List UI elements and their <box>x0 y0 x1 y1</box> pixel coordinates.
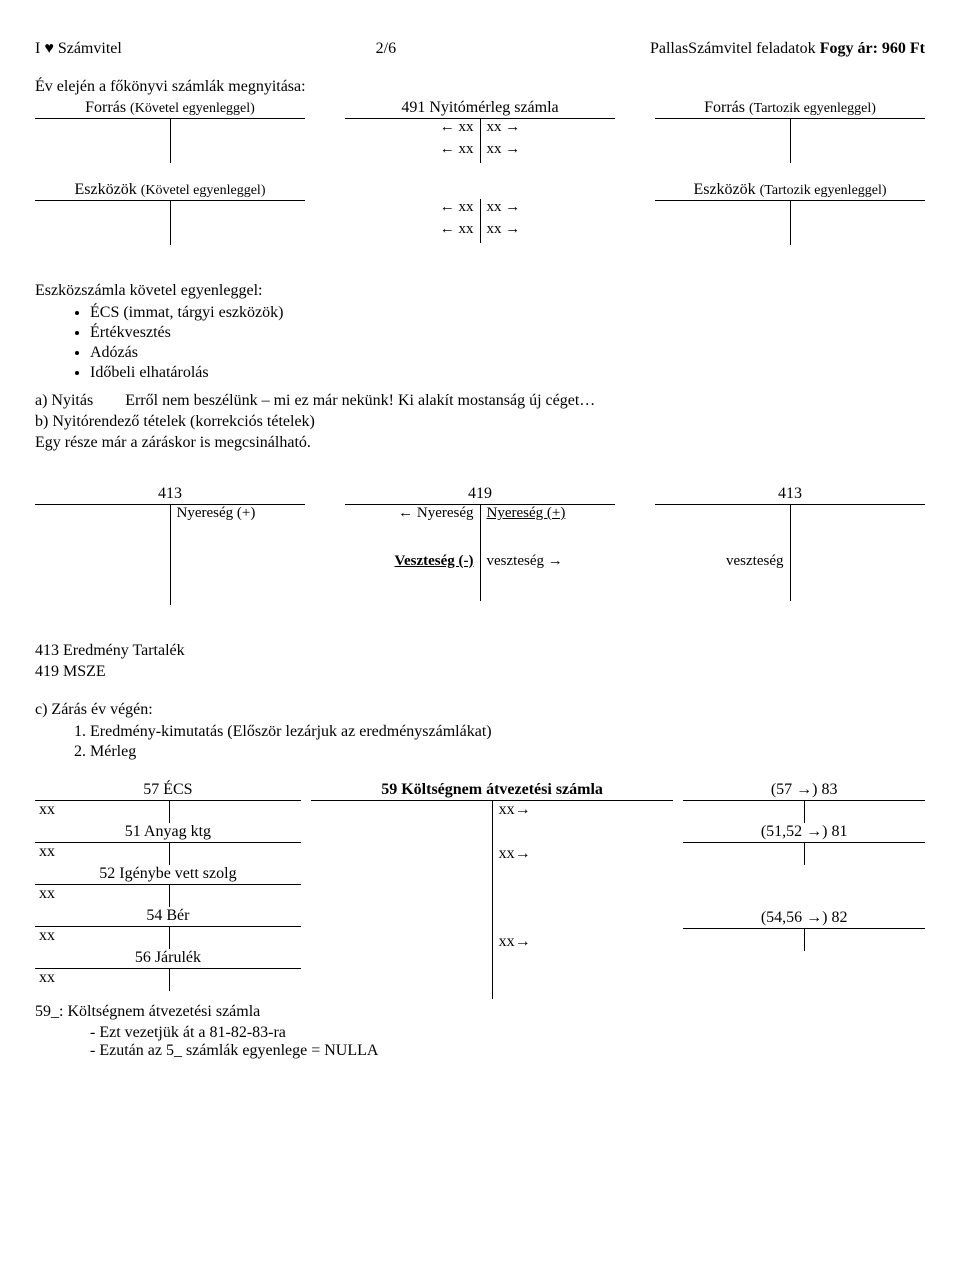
cell: xx → <box>481 141 616 163</box>
ordered-list: Eredmény-kimutatás (Először lezárjuk az … <box>35 723 925 761</box>
cell: xx <box>35 801 170 823</box>
header-right: PallasSzámvitel feladatok Fogy ár: 960 F… <box>650 40 925 58</box>
para-a-rest: Erről nem beszélünk – mi ez már nekünk! … <box>125 392 595 409</box>
cell: xx→ <box>493 845 674 867</box>
account-title: Eszközök (Tartozik egyenleggel) <box>693 181 886 198</box>
acct-title: (57 →) 83 <box>683 781 925 801</box>
acct-title: 57 ÉCS <box>35 781 301 801</box>
legend-413: 413 Eredmény Tartalék <box>35 642 925 660</box>
cell: xx → <box>481 199 616 221</box>
cost-accounts-layout: 57 ÉCS xx 51 Anyag ktg xx 52 Igénybe vet… <box>35 781 925 999</box>
para-c: c) Zárás év végén: <box>35 701 925 719</box>
cell: ← xx <box>345 141 481 163</box>
cell: xx <box>35 843 170 865</box>
list-item: ÉCS (immat, tárgyi eszközök) <box>90 304 925 322</box>
cell: veszteség → <box>481 553 616 575</box>
cell: Nyereség (+) <box>171 505 306 527</box>
accounts-413-419: 413 Nyereség (+) 419 ← Nyereség Nyereség … <box>35 485 925 605</box>
cell: Nyereség (+) <box>487 505 566 521</box>
list-item: Időbeli elhatárolás <box>90 364 925 382</box>
cell: xx <box>35 969 170 991</box>
cell: xx→ <box>493 933 674 955</box>
account-forras-kovetel: Forrás (Követel egyenleggel) <box>35 99 305 163</box>
account-mid-empty: ← xxxx → ← xxxx → <box>345 181 615 245</box>
accounts-row-2: Eszközök (Követel egyenleggel) ← xxxx → … <box>35 181 925 245</box>
para-a: a) Nyitás Erről nem beszélünk – mi ez má… <box>35 392 925 410</box>
para-a-prefix: a) Nyitás <box>35 392 93 409</box>
list-item: Ezután az 5_ számlák egyenlege = NULLA <box>90 1042 925 1060</box>
cell: ← Nyereség <box>345 505 481 527</box>
cell: xx→ <box>493 801 674 823</box>
cell: xx <box>35 927 170 949</box>
page-header: I ♥ Számvitel 2/6 PallasSzámvitel felada… <box>35 40 925 58</box>
acct-title: 51 Anyag ktg <box>35 823 301 843</box>
left-accounts-col: 57 ÉCS xx 51 Anyag ktg xx 52 Igénybe vet… <box>35 781 301 999</box>
account-title: Eszközök (Követel egyenleggel) <box>75 181 266 198</box>
legend-419: 419 MSZE <box>35 663 925 681</box>
list1-title: Eszközszámla követel egyenleggel: <box>35 282 925 300</box>
acct-title: (51,52 →) 81 <box>683 823 925 843</box>
header-right-prefix: PallasSzámvitel feladatok <box>650 40 820 57</box>
list-item: Ezt vezetjük át a 81-82-83-ra <box>90 1024 925 1042</box>
acct-title: 52 Igénybe vett szolg <box>35 865 301 885</box>
acct-title: 56 Járulék <box>35 949 301 969</box>
list-item: Eredmény-kimutatás (Először lezárjuk az … <box>90 723 925 741</box>
cell: Veszteség (-) <box>395 553 474 569</box>
cell: xx <box>35 885 170 907</box>
cell: xx → <box>481 119 616 141</box>
acct-title: 413 <box>35 485 305 505</box>
acct-title: (54,56 →) 82 <box>683 909 925 929</box>
account-title: Forrás (Tartozik egyenleggel) <box>704 99 876 116</box>
acct-title: 419 <box>345 485 615 505</box>
account-eszkozok-kovetel: Eszközök (Követel egyenleggel) <box>35 181 305 245</box>
account-59: 59 Költségnem átvezetési számla xx→ xx→ … <box>311 781 674 999</box>
accounts-row-1: Forrás (Követel egyenleggel) 491 Nyitómé… <box>35 99 925 163</box>
account-title: Forrás (Követel egyenleggel) <box>85 99 255 116</box>
bullet-list: ÉCS (immat, tárgyi eszközök) Értékveszté… <box>35 304 925 382</box>
header-page: 2/6 <box>376 40 396 58</box>
header-left: I ♥ Számvitel <box>35 40 122 58</box>
cell: xx → <box>481 221 616 243</box>
para-b: b) Nyitórendező tételek (korrekciós téte… <box>35 413 925 431</box>
right-accounts-col: (57 →) 83 (51,52 →) 81 (54,56 →) 82 <box>683 781 925 999</box>
list-item: Mérleg <box>90 743 925 761</box>
list-item: Értékvesztés <box>90 324 925 342</box>
cell: ← xx <box>345 221 481 243</box>
cell: ← xx <box>345 119 481 141</box>
acct-title: 59 Költségnem átvezetési számla <box>381 781 603 798</box>
account-forras-tartozik: Forrás (Tartozik egyenleggel) <box>655 99 925 163</box>
account-eszkozok-tartozik: Eszközök (Tartozik egyenleggel) <box>655 181 925 245</box>
account-title: 491 Nyitómérleg számla <box>345 99 615 119</box>
header-right-bold: Fogy ár: 960 Ft <box>820 40 925 57</box>
list-item: Adózás <box>90 344 925 362</box>
acct-419: 419 ← Nyereség Nyereség (+) Veszteség (-)… <box>345 485 615 605</box>
cell: veszteség <box>655 553 791 575</box>
footer-dash-list: Ezt vezetjük át a 81-82-83-ra Ezután az … <box>35 1024 925 1060</box>
footer-line: 59_: Költségnem átvezetési számla <box>35 1003 925 1021</box>
acct-title: 54 Bér <box>35 907 301 927</box>
account-491-nyitomerleg: 491 Nyitómérleg számla ← xxxx → ← xxxx → <box>345 99 615 163</box>
cell: ← xx <box>345 199 481 221</box>
para-b-sub: Egy része már a záráskor is megcsinálhat… <box>35 434 925 452</box>
acct-413-left: 413 Nyereség (+) <box>35 485 305 605</box>
acct-413-right: 413 veszteség <box>655 485 925 605</box>
section1-title: Év elején a főkönyvi számlák megnyitása: <box>35 78 925 96</box>
acct-title: 413 <box>655 485 925 505</box>
